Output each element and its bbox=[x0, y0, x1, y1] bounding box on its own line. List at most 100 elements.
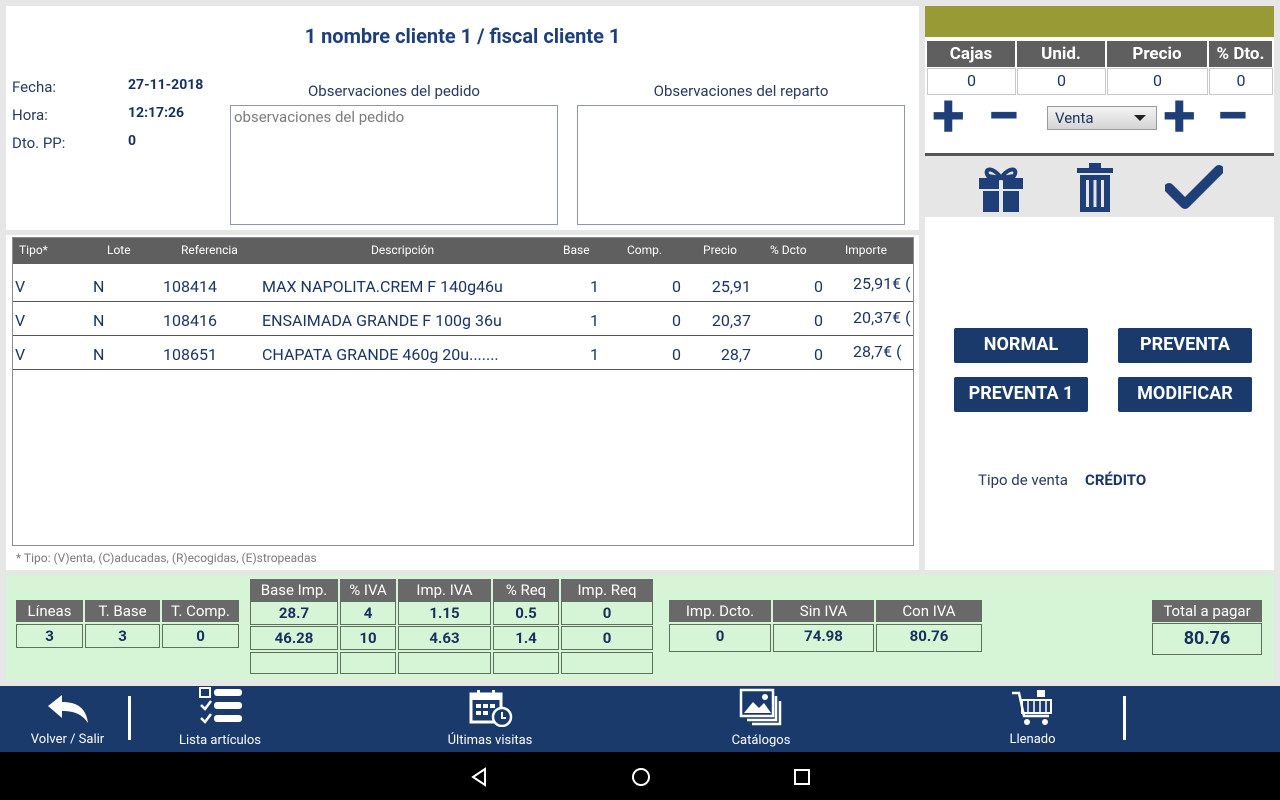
cell-lote: N bbox=[93, 311, 105, 330]
pct-req-cell bbox=[493, 652, 559, 674]
imp-dcto-label: Imp. Dcto. bbox=[669, 600, 771, 622]
home-circle-icon[interactable] bbox=[630, 766, 652, 788]
venta-type-select[interactable]: Venta bbox=[1047, 106, 1157, 130]
precio-header: Precio bbox=[1107, 41, 1207, 67]
imp-iva-header: Imp. IVA bbox=[398, 579, 491, 601]
unid-plus-button[interactable]: + bbox=[1163, 80, 1196, 151]
cell-referencia: 108414 bbox=[163, 277, 217, 296]
base-imp-cell: 28.7 bbox=[250, 601, 338, 625]
imp-req-cell bbox=[561, 652, 653, 674]
preventa-1-button[interactable]: PREVENTA 1 bbox=[954, 377, 1088, 412]
preventa-button[interactable]: PREVENTA bbox=[1118, 328, 1252, 363]
ultimas-visitas-button[interactable]: Últimas visitas bbox=[440, 686, 540, 752]
cell-referencia: 108416 bbox=[163, 311, 217, 330]
normal-button[interactable]: NORMAL bbox=[954, 328, 1088, 363]
col-lote: Lote bbox=[107, 243, 131, 257]
cell-base: 1 bbox=[590, 345, 599, 364]
volver-salir-label: Volver / Salir bbox=[30, 732, 105, 747]
base-imp-header: Base Imp. bbox=[250, 579, 338, 601]
sin-iva-label: Sin IVA bbox=[773, 600, 874, 622]
cell-importe: 25,91€ ( bbox=[853, 274, 911, 293]
modificar-button[interactable]: MODIFICAR bbox=[1118, 377, 1252, 412]
llenado-button[interactable]: Llenado bbox=[985, 686, 1080, 752]
cajas-field[interactable]: 0 bbox=[927, 68, 1016, 95]
total-a-pagar-value: 80.76 bbox=[1152, 623, 1262, 655]
pct-req-cell: 1.4 bbox=[493, 626, 559, 650]
lista-articulos-label: Lista artículos bbox=[179, 733, 261, 748]
imp-iva-cell bbox=[398, 652, 491, 674]
lista-articulos-button[interactable]: Lista artículos bbox=[170, 686, 270, 752]
android-system-bar bbox=[0, 752, 1280, 800]
table-row[interactable]: V N 108414 MAX NAPOLITA.CREM F 140g46u 1… bbox=[13, 268, 913, 302]
pct-iva-header: % IVA bbox=[340, 579, 396, 601]
col-precio: Precio bbox=[703, 243, 737, 257]
unid-minus-button[interactable]: − bbox=[1216, 80, 1250, 151]
volver-salir-button[interactable]: Volver / Salir bbox=[20, 686, 115, 752]
imp-iva-cell: 1.15 bbox=[398, 601, 491, 625]
col-tipo: Tipo* bbox=[19, 243, 48, 257]
pct-iva-cell: 10 bbox=[340, 626, 396, 650]
chevron-down-icon bbox=[1134, 115, 1146, 121]
cajas-header: Cajas bbox=[927, 41, 1015, 67]
gift-icon[interactable] bbox=[975, 164, 1027, 214]
cell-dcto: 0 bbox=[814, 311, 823, 330]
total-a-pagar-label: Total a pagar bbox=[1152, 600, 1262, 622]
col-base: Base bbox=[563, 243, 590, 257]
t-base-value: 3 bbox=[85, 624, 160, 648]
obs-reparto-field[interactable] bbox=[577, 105, 905, 225]
cell-precio: 20,37 bbox=[711, 311, 751, 330]
hora-label: Hora: bbox=[12, 106, 48, 124]
pct-req-cell: 0.5 bbox=[493, 601, 559, 625]
cell-tipo: V bbox=[15, 277, 26, 296]
imp-req-header: Imp. Req bbox=[561, 579, 653, 601]
cell-dcto: 0 bbox=[814, 345, 823, 364]
cajas-plus-button[interactable]: + bbox=[932, 80, 965, 151]
cell-descripcion: ENSAIMADA GRANDE F 100g 36u bbox=[262, 311, 502, 330]
trash-icon[interactable] bbox=[1075, 162, 1115, 214]
precio-field[interactable]: 0 bbox=[1107, 68, 1208, 95]
product-name-bar bbox=[925, 6, 1274, 37]
tipo-legend-note: * Tipo: (V)enta, (C)aducadas, (R)ecogida… bbox=[16, 551, 317, 565]
unid-header: Unid. bbox=[1017, 41, 1105, 67]
catalogos-button[interactable]: Catálogos bbox=[711, 686, 811, 752]
lineas-value: 3 bbox=[16, 624, 83, 648]
totals-panel: Líneas 3 T. Base 3 T. Comp. 0 Base Imp. … bbox=[6, 575, 1274, 680]
cajas-minus-button[interactable]: − bbox=[987, 80, 1021, 151]
sin-iva-value: 74.98 bbox=[773, 624, 874, 652]
image-gallery-icon bbox=[739, 688, 782, 726]
recents-square-icon[interactable] bbox=[792, 767, 812, 787]
client-title: 1 nombre cliente 1 / fiscal cliente 1 bbox=[304, 24, 621, 48]
col-referencia: Referencia bbox=[181, 243, 238, 257]
cell-base: 1 bbox=[590, 311, 599, 330]
pct-req-header: % Req bbox=[493, 579, 559, 601]
back-arrow-icon bbox=[48, 695, 88, 723]
cell-comp: 0 bbox=[672, 345, 681, 364]
obs-pedido-title: Observaciones del pedido bbox=[307, 82, 480, 100]
cell-comp: 0 bbox=[672, 277, 681, 296]
line-actions-row bbox=[925, 153, 1274, 217]
cell-importe: 20,37€ ( bbox=[853, 308, 911, 327]
nav-divider bbox=[1123, 696, 1126, 740]
col-importe: Importe bbox=[845, 243, 888, 257]
fecha-value: 27-11-2018 bbox=[128, 77, 204, 93]
table-row[interactable]: V N 108651 CHAPATA GRANDE 460g 20u......… bbox=[13, 336, 913, 370]
obs-pedido-field[interactable]: observaciones del pedido bbox=[230, 105, 558, 225]
nav-divider bbox=[128, 696, 131, 740]
dto-field[interactable]: 0 bbox=[1209, 68, 1273, 95]
checkmark-icon[interactable] bbox=[1165, 164, 1223, 210]
cell-lote: N bbox=[93, 277, 105, 296]
imp-iva-cell: 4.63 bbox=[398, 626, 491, 650]
lineas-label: Líneas bbox=[16, 600, 83, 622]
cell-tipo: V bbox=[15, 345, 26, 364]
t-comp-value: 0 bbox=[162, 624, 239, 648]
back-triangle-icon[interactable] bbox=[469, 767, 489, 787]
unid-field[interactable]: 0 bbox=[1017, 68, 1106, 95]
cell-comp: 0 bbox=[672, 311, 681, 330]
cell-lote: N bbox=[93, 345, 105, 364]
table-row[interactable]: V N 108416 ENSAIMADA GRANDE F 100g 36u 1… bbox=[13, 302, 913, 336]
order-header-panel: 1 nombre cliente 1 / fiscal cliente 1 Fe… bbox=[6, 6, 919, 230]
catalogos-label: Catálogos bbox=[731, 733, 791, 748]
order-lines-table[interactable]: Tipo* Lote Referencia Descripción Base C… bbox=[12, 237, 914, 546]
list-check-icon bbox=[199, 687, 242, 724]
base-imp-cell: 46.28 bbox=[250, 626, 338, 650]
